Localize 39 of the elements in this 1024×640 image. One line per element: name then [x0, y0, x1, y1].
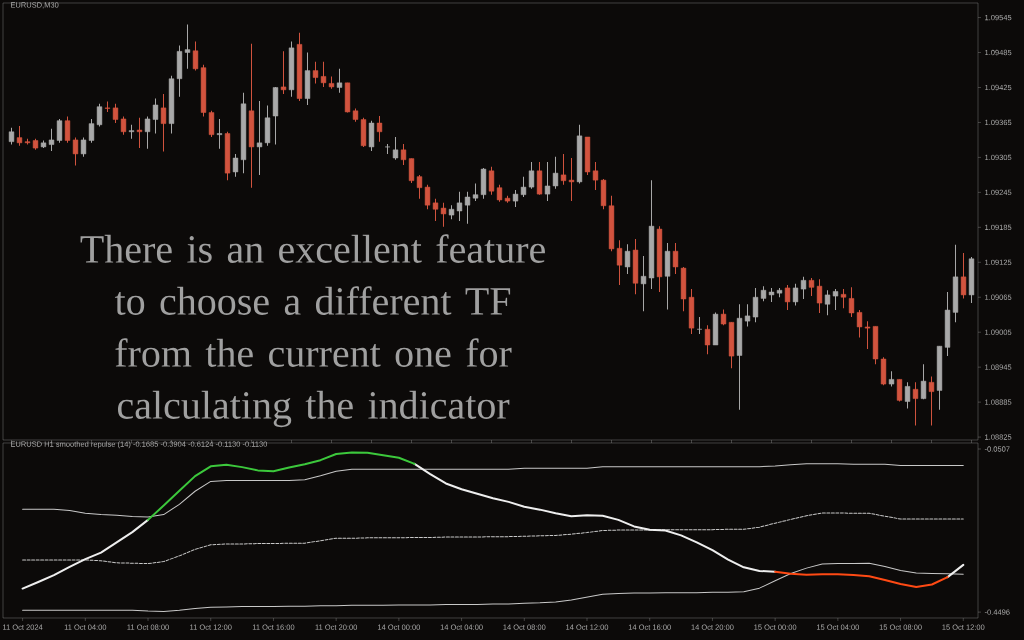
candlestick	[8, 127, 15, 146]
candlestick	[288, 40, 295, 98]
candlestick	[928, 375, 935, 426]
candlestick	[704, 324, 711, 355]
candlestick	[656, 225, 663, 293]
candlestick	[160, 93, 167, 153]
candlestick	[128, 124, 135, 140]
candlestick	[216, 118, 223, 150]
candlestick	[328, 75, 335, 90]
candlestick	[224, 131, 231, 181]
candlestick	[840, 288, 847, 309]
candlestick	[664, 242, 671, 310]
candlestick	[280, 50, 287, 95]
candlestick	[384, 143, 391, 155]
candlestick	[712, 311, 719, 346]
candlestick	[376, 115, 383, 143]
candlestick	[248, 43, 255, 189]
candlestick	[920, 363, 927, 400]
candlestick	[960, 252, 967, 299]
candlestick	[904, 381, 911, 410]
candlestick	[888, 370, 895, 387]
candlestick	[624, 243, 631, 275]
candlestick	[296, 32, 303, 102]
candlestick	[392, 136, 399, 161]
candlestick	[912, 381, 919, 426]
candlestick	[968, 256, 975, 304]
candlestick	[896, 378, 903, 403]
candlestick	[272, 86, 279, 146]
annotation: There is an excellent feature to choose a different TF from the current one for calculating the indicator	[80, 234, 545, 428]
line-series	[774, 570, 949, 588]
candlestick	[136, 117, 143, 149]
candlestick	[368, 120, 375, 152]
candlestick	[576, 124, 583, 185]
candlestick	[784, 284, 791, 311]
candlestick	[536, 161, 543, 196]
candlestick	[304, 52, 311, 106]
candlestick	[336, 68, 343, 94]
candlestick	[632, 238, 639, 295]
line-series	[147, 451, 416, 521]
